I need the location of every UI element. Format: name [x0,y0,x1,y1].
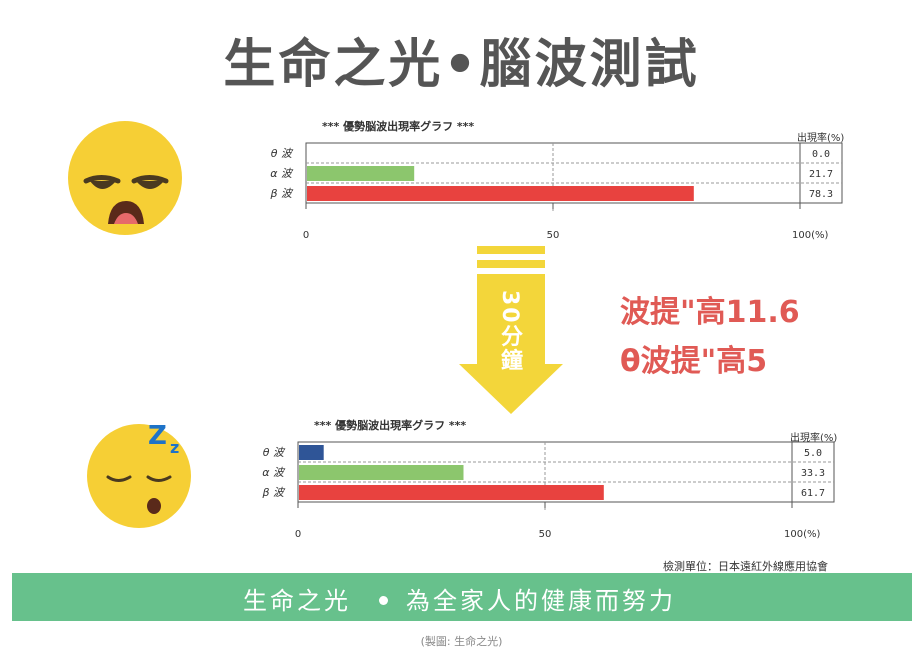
x-tick-label: 100(%) [784,529,820,540]
data-label: 21.7 [809,169,833,180]
plot-frame [305,142,843,204]
banner-left: 生命之光 [243,587,351,615]
x-tick-label: 0 [295,529,301,540]
bar [307,186,694,201]
data-label: 0.0 [812,149,830,160]
bullet-icon [379,596,388,605]
sleeping-face-icon: Z z [87,421,191,528]
data-label: 5.0 [804,448,822,459]
note-2: θ波提"高5 [620,344,768,379]
data-label: 61.7 [801,488,825,499]
brainwave-chart-after: *** 優勢脳波出現率グラフ *** 出現率(%) 0 50 100(%) θ 波 5.… [261,419,838,540]
rate-header: 出現率(%) [790,433,838,444]
brainwave-chart-before: *** 優勢脳波出現率グラフ *** 出現率(%) 0 50 100(%) θ 波 0.… [0,0,923,260]
data-label: 33.3 [801,468,825,479]
chart-title: *** 優勢脳波出現率グラフ *** [314,419,467,432]
note-1: 波提"高11.6 [620,295,800,330]
category-label: β 波 [261,486,286,499]
arrow-label: 30分鐘 [497,290,522,373]
x-tick-label: 0 [303,230,309,241]
footer-banner: 生命之光 為全家人的健康而努力 [12,573,912,621]
bar [299,465,464,480]
banner-right: 為全家人的健康而努力 [406,587,676,615]
category-label: β 波 [269,187,294,200]
category-label: α 波 [262,466,286,479]
svg-text:z: z [170,438,179,457]
page-title: 生命之光•腦波測試 [223,35,700,95]
bar [299,485,604,500]
svg-text:Z: Z [148,421,167,451]
caption: 檢測單位：日本遠紅外線應用協會 [663,560,828,573]
chart-title: *** 優勢脳波出現率グラフ *** [322,120,475,133]
x-tick-label: 100(%) [792,230,828,241]
category-label: θ 波 [263,446,286,459]
image-credit: (製圖: 生命之光) [420,635,503,648]
data-label: 78.3 [809,189,833,200]
rate-header: 出現率(%) [797,133,845,144]
bar [299,445,324,460]
category-label: α 波 [270,167,294,180]
bar [307,166,415,181]
x-tick-label: 50 [539,529,552,540]
down-arrow-icon [459,246,563,414]
tired-face-icon [68,121,182,235]
plot-frame [297,441,835,503]
category-label: θ 波 [271,147,294,160]
x-tick-label: 50 [547,230,560,241]
